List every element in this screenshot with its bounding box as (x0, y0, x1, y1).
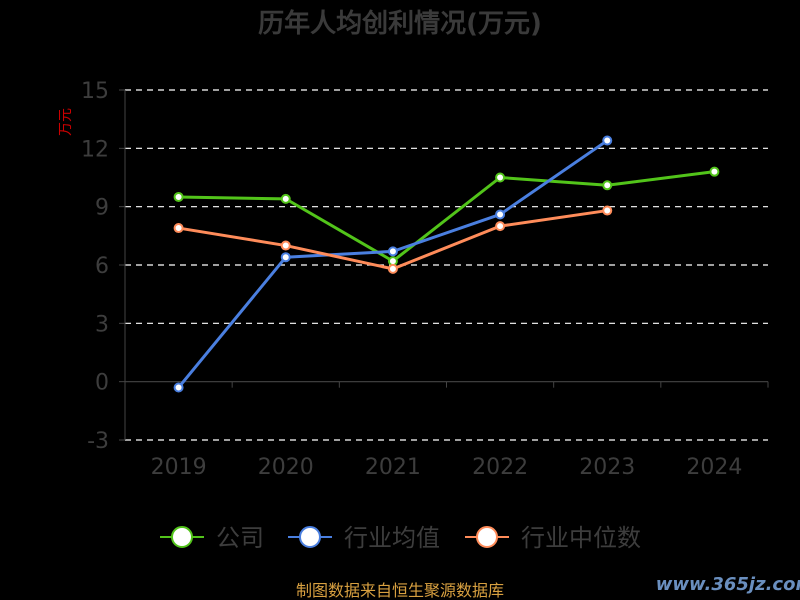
y-tick-label: 15 (81, 79, 109, 104)
series-1 (173, 135, 613, 393)
y-axis-label: 万元 (58, 108, 74, 136)
data-point[interactable] (602, 180, 613, 191)
chart-title: 历年人均创利情况(万元) (258, 8, 542, 39)
series-0 (173, 166, 720, 267)
data-point[interactable] (173, 191, 184, 202)
data-point[interactable] (602, 205, 613, 216)
legend-item-1[interactable]: 行业均值 (288, 524, 440, 552)
data-point[interactable] (602, 135, 613, 146)
data-point[interactable] (387, 263, 398, 274)
x-tick-label: 2021 (365, 455, 421, 480)
legend-label: 行业均值 (344, 524, 440, 552)
legend-label: 公司 (216, 524, 264, 552)
grid (125, 89, 768, 441)
watermark: www.365jz.com (656, 574, 800, 595)
data-point[interactable] (280, 240, 291, 251)
x-tick-label: 2023 (579, 455, 635, 480)
y-tick-label: 9 (95, 196, 109, 221)
y-ticks: -3 0 3 6 9 12 15 (81, 79, 125, 454)
legend-label: 行业中位数 (521, 524, 641, 552)
data-point[interactable] (387, 246, 398, 257)
data-point[interactable] (495, 172, 506, 183)
data-point[interactable] (495, 209, 506, 220)
data-point[interactable] (280, 193, 291, 204)
data-point[interactable] (173, 223, 184, 234)
x-tick-label: 2019 (151, 455, 207, 480)
data-point[interactable] (173, 382, 184, 393)
series-2 (173, 205, 613, 274)
y-tick-label: 0 (95, 371, 109, 396)
y-tick-label: 3 (95, 312, 109, 337)
legend-item-0[interactable]: 公司 (160, 524, 264, 552)
series-group (173, 135, 720, 393)
x-tick-label: 2024 (686, 455, 742, 480)
x-ticks: 2019 2020 2021 2022 2023 2024 (124, 381, 769, 480)
series-line (178, 170, 715, 263)
legend-swatch-marker (299, 526, 321, 548)
legend-item-2[interactable]: 行业中位数 (465, 524, 641, 552)
y-tick-label: 6 (95, 254, 109, 279)
data-point[interactable] (495, 221, 506, 232)
legend-swatch-marker (476, 526, 498, 548)
y-tick-label: -3 (87, 429, 109, 454)
y-tick-label: 12 (81, 137, 109, 162)
source-note: 制图数据来自恒生聚源数据库 (296, 581, 504, 600)
legend-swatch-marker (171, 526, 193, 548)
legend[interactable]: 公司 行业均值 行业中位数 (160, 524, 641, 552)
x-tick-label: 2020 (258, 455, 314, 480)
data-point[interactable] (709, 166, 720, 177)
x-tick-label: 2022 (472, 455, 528, 480)
data-point[interactable] (280, 252, 291, 263)
